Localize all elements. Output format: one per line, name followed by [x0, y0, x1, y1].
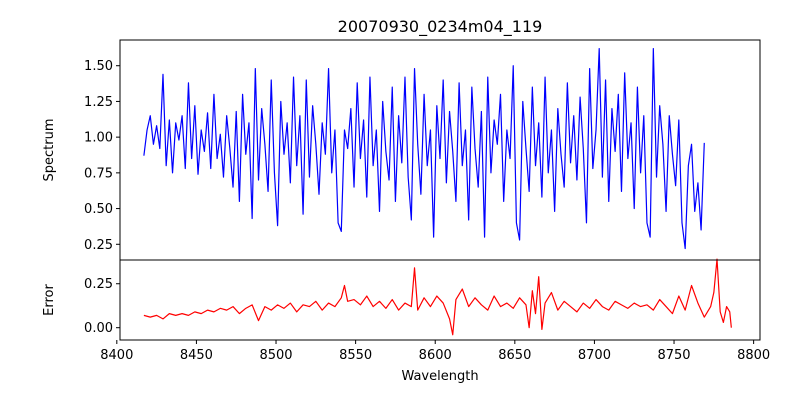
spectrum-y-tick-label: 0.50	[84, 202, 113, 217]
spectrum-panel: 0.25 0.50 0.75 1.00 1.25 1.50 Spectrum	[42, 39, 761, 261]
spectrum-ylabel: Spectrum	[42, 119, 57, 182]
chart-title: 20070930_0234m04_119	[338, 17, 543, 37]
x-tick-label: 8400	[100, 348, 133, 363]
x-tick-label: 8750	[657, 348, 690, 363]
x-tick-label: 8550	[339, 348, 372, 363]
error-axes-frame	[119, 259, 761, 341]
error-panel: 0.00 0.25 Error	[42, 258, 761, 341]
spectrum-y-tick-label: 1.00	[84, 131, 113, 146]
spectrum-series	[143, 47, 705, 250]
error-y-tick-label: 0.00	[84, 321, 113, 336]
x-tick-label: 8600	[419, 348, 452, 363]
x-tick-label: 8650	[498, 348, 531, 363]
x-tick-label: 8700	[578, 348, 611, 363]
spectrum-line	[143, 47, 705, 250]
error-y-ticks: 0.00 0.25	[84, 277, 120, 336]
error-line	[143, 258, 732, 336]
x-tick-label: 8450	[180, 348, 213, 363]
error-series	[143, 258, 732, 336]
spectrum-y-tick-label: 0.75	[84, 166, 113, 181]
spectrum-y-tick-label: 1.25	[84, 95, 113, 110]
spectrum-y-tick-label: 0.25	[84, 238, 113, 253]
x-tick-label: 8500	[259, 348, 292, 363]
spectrum-y-tick-label: 1.50	[84, 59, 113, 74]
spectrum-y-ticks: 0.25 0.50 0.75 1.00 1.25 1.50	[84, 59, 120, 253]
error-y-tick-label: 0.25	[84, 277, 113, 292]
x-tick-label: 8800	[737, 348, 770, 363]
x-ticks: 8400 8450 8500 8550 8600 8650 8700 8750 8800	[100, 340, 770, 363]
error-ylabel: Error	[42, 284, 57, 316]
x-axis-label: Wavelength	[401, 369, 478, 384]
